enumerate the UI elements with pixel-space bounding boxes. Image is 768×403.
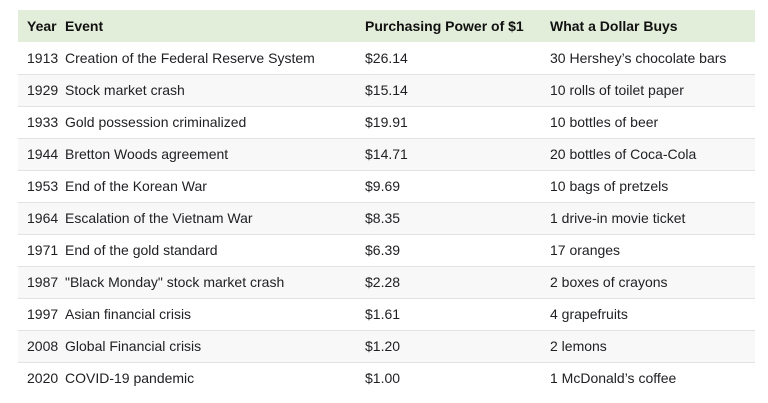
cell-year: 1944 (18, 137, 65, 170)
cell-event: Gold possession criminalized (65, 105, 365, 138)
table-row: 1997 Asian financial crisis $1.61 4 grapefr… (18, 297, 755, 330)
cell-year: 2020 (18, 361, 65, 394)
cell-year: 1997 (18, 297, 65, 330)
cell-buys: 2 boxes of crayons (550, 265, 755, 298)
table-row: 2008 Global Financial crisis $1.20 2 lemons (18, 329, 755, 362)
cell-power: $8.35 (365, 201, 550, 234)
column-header-year: Year (27, 18, 57, 34)
cell-buys: 1 McDonald’s coffee (550, 361, 755, 394)
purchasing-power-table-container: Year Event Purchasing Power of $1 What a Do… (18, 10, 755, 394)
cell-event: Escalation of the Vietnam War (65, 201, 365, 234)
cell-buys: 10 bottles of beer (550, 105, 755, 138)
cell-event: End of the Korean War (65, 169, 365, 202)
cell-year: 1913 (27, 49, 59, 66)
cell-power: $2.28 (365, 265, 550, 298)
column-header-power: Purchasing Power of $1 (365, 18, 524, 34)
table-header: Year Event Purchasing Power of $1 What a Do… (18, 10, 755, 42)
cell-power: $1.20 (365, 329, 550, 362)
cell-year: 1987 (18, 265, 65, 298)
cell-event: "Black Monday" stock market crash (65, 265, 365, 298)
cell-power: $6.39 (365, 233, 550, 266)
table-header-row: Year Event Purchasing Power of $1 What a Do… (18, 10, 755, 42)
table-row: 1929 Stock market crash $15.14 10 rolls of … (18, 73, 755, 106)
cell-power: $26.14 (365, 49, 408, 66)
table-row: 1913 Creation of the Federal Reserve Syst… (18, 42, 755, 74)
cell-event: Bretton Woods agreement (65, 137, 365, 170)
table-row: 1944 Bretton Woods agreement $14.71 20 bott… (18, 137, 755, 170)
cell-power: $19.91 (365, 105, 550, 138)
cell-power: $1.61 (365, 297, 550, 330)
cell-buys: 10 rolls of toilet paper (550, 73, 755, 106)
table-row: 1987 "Black Monday" stock market crash $2.… (18, 265, 755, 298)
table-row: 1953 End of the Korean War $9.69 10 bags of… (18, 169, 755, 202)
cell-buys: 30 Hershey’s chocolate bars (550, 49, 727, 66)
cell-buys: 1 drive-in movie ticket (550, 201, 755, 234)
cell-power: $15.14 (365, 73, 550, 106)
cell-year: 1929 (18, 73, 65, 106)
cell-buys: 2 lemons (550, 329, 755, 362)
table-row: 1933 Gold possession criminalized $19.91 10… (18, 105, 755, 138)
cell-event: COVID-19 pandemic (65, 361, 365, 394)
cell-year: 1971 (18, 233, 65, 266)
table-row: 2020 COVID-19 pandemic $1.00 1 McDonald’s c… (18, 361, 755, 394)
cell-event: Global Financial crisis (65, 329, 365, 362)
cell-power: $14.71 (365, 137, 550, 170)
table-body: 1913 Creation of the Federal Reserve Syst… (18, 42, 755, 394)
cell-event: End of the gold standard (65, 233, 365, 266)
cell-buys: 4 grapefruits (550, 297, 755, 330)
cell-event: Creation of the Federal Reserve System (65, 49, 315, 66)
cell-buys: 10 bags of pretzels (550, 169, 755, 202)
cell-year: 1933 (18, 105, 65, 138)
column-header-buys: What a Dollar Buys (550, 18, 678, 34)
purchasing-power-table: Year Event Purchasing Power of $1 What a Do… (18, 10, 755, 394)
cell-event: Asian financial crisis (65, 297, 365, 330)
cell-year: 1964 (18, 201, 65, 234)
cell-year: 1953 (18, 169, 65, 202)
table-row: 1964 Escalation of the Vietnam War $8.35 1 … (18, 201, 755, 234)
cell-event: Stock market crash (65, 73, 365, 106)
cell-power: $9.69 (365, 169, 550, 202)
cell-buys: 20 bottles of Coca-Cola (550, 137, 755, 170)
cell-buys: 17 oranges (550, 233, 755, 266)
column-header-event: Event (65, 18, 104, 34)
table-row: 1971 End of the gold standard $6.39 17 oran… (18, 233, 755, 266)
cell-year: 2008 (18, 329, 65, 362)
cell-power: $1.00 (365, 361, 550, 394)
